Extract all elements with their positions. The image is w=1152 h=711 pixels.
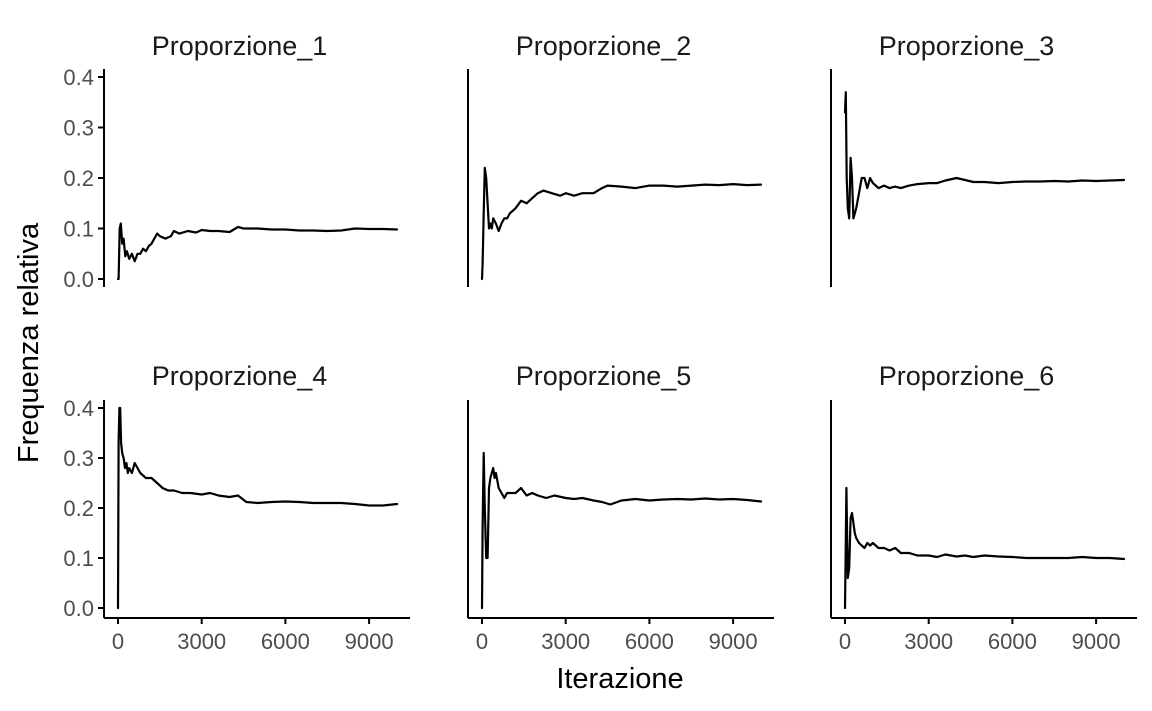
y-tick-label: 0.4: [63, 65, 94, 90]
panel-title: Proporzione_4: [152, 361, 328, 391]
series-line: [116, 222, 399, 281]
y-tick-label: 0.4: [63, 396, 94, 421]
facet-panel-1: Proporzione_1 0.0 0.1 0.2 0.3 0.4: [63, 31, 399, 292]
x-tick-label: 6000: [988, 629, 1037, 654]
facet-panel-3: Proporzione_3: [830, 31, 1126, 287]
y-tick-label: 0.1: [63, 217, 94, 242]
panel-title: Proporzione_3: [879, 31, 1055, 61]
x-tick-label: 3000: [177, 629, 226, 654]
y-tick-label: 0.0: [63, 596, 94, 621]
x-tick-label: 0: [476, 629, 488, 654]
x-tick-label: 9000: [709, 629, 758, 654]
panel-title: Proporzione_2: [516, 31, 692, 61]
y-tick-label: 0.3: [63, 446, 94, 471]
y-tick-label: 0.2: [63, 496, 94, 521]
x-axis-title: Iterazione: [556, 663, 683, 695]
facet-panels: Proporzione_10.00.10.20.30.4Proporzione_…: [63, 31, 1137, 654]
x-tick-label: 6000: [625, 629, 674, 654]
facet-panel-2: Proporzione_2: [467, 31, 763, 287]
facet-panel-5: Proporzione_5 0 3000 6000 9000: [467, 361, 774, 654]
facet-panel-4: Proporzione_4 0.0 0.1 0.2 0.3 0.4 0 3000 6000 900…: [63, 361, 410, 654]
panel-title: Proporzione_1: [152, 31, 328, 61]
x-tick-label: 3000: [541, 629, 590, 654]
x-tick-label: 3000: [904, 629, 953, 654]
series-line: [480, 166, 763, 281]
panel-title: Proporzione_5: [516, 361, 692, 391]
y-tick-label: 0.1: [63, 546, 94, 571]
x-tick-label: 9000: [1072, 629, 1121, 654]
y-tick-label: 0.3: [63, 116, 94, 141]
series-line: [843, 91, 1126, 220]
facet-panel-6: Proporzione_6 0 3000 6000 9000: [830, 361, 1137, 654]
panel-title: Proporzione_6: [879, 361, 1055, 391]
series-line: [480, 451, 763, 610]
x-tick-label: 0: [112, 629, 124, 654]
series-line: [116, 406, 399, 610]
y-tick-label: 0.2: [63, 166, 94, 191]
x-tick-label: 9000: [345, 629, 394, 654]
x-tick-label: 0: [839, 629, 851, 654]
series-line: [843, 486, 1126, 610]
y-tick-label: 0.0: [63, 267, 94, 292]
y-axis-title: Frequenza relativa: [13, 222, 45, 463]
x-tick-label: 6000: [261, 629, 310, 654]
